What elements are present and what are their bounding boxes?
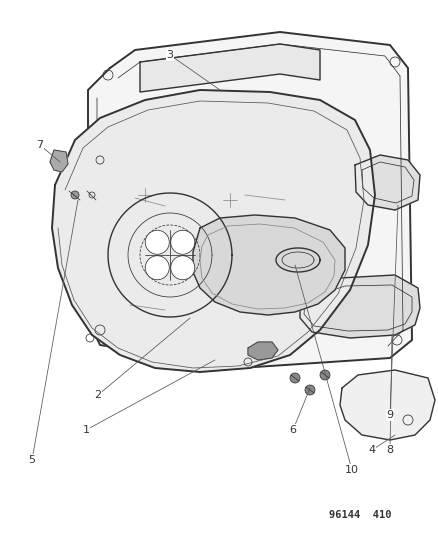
- Polygon shape: [299, 275, 419, 338]
- Text: 5: 5: [28, 455, 35, 465]
- Text: 10: 10: [344, 465, 358, 475]
- Polygon shape: [193, 215, 344, 315]
- Circle shape: [71, 191, 79, 199]
- Polygon shape: [354, 155, 419, 210]
- Circle shape: [304, 385, 314, 395]
- Text: 6: 6: [289, 425, 296, 435]
- Circle shape: [170, 256, 194, 280]
- Polygon shape: [88, 32, 411, 368]
- Polygon shape: [50, 150, 68, 172]
- Circle shape: [290, 373, 299, 383]
- Text: 8: 8: [385, 445, 392, 455]
- Polygon shape: [247, 342, 277, 360]
- Text: 3: 3: [166, 50, 173, 60]
- Polygon shape: [52, 90, 374, 372]
- Text: 2: 2: [94, 390, 101, 400]
- Circle shape: [319, 370, 329, 380]
- Circle shape: [145, 256, 169, 280]
- Text: 96144  410: 96144 410: [328, 510, 390, 520]
- Circle shape: [170, 230, 194, 254]
- Text: 1: 1: [82, 425, 89, 435]
- Polygon shape: [339, 370, 434, 440]
- Circle shape: [145, 230, 169, 254]
- Polygon shape: [140, 44, 319, 92]
- Text: 7: 7: [36, 140, 43, 150]
- Text: 4: 4: [367, 445, 374, 455]
- Text: 9: 9: [385, 410, 392, 420]
